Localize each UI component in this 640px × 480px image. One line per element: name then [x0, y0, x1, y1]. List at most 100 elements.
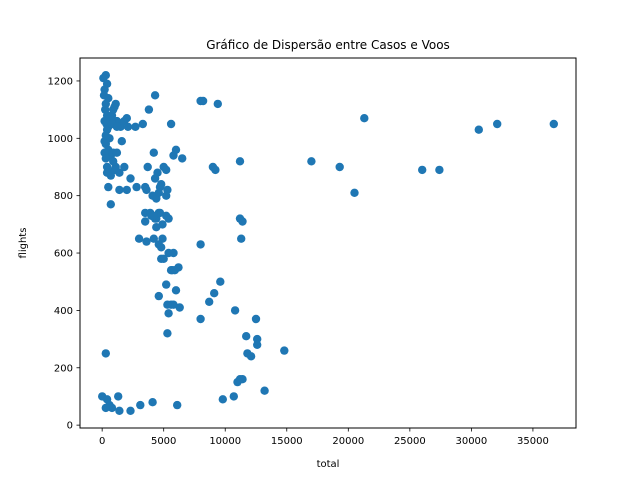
data-point: [126, 174, 135, 183]
data-point: [154, 188, 163, 197]
data-point: [132, 182, 141, 192]
data-point: [120, 162, 129, 172]
data-point: [142, 185, 151, 195]
x-tick-label: 10000: [209, 436, 241, 447]
data-point: [112, 148, 122, 157]
y-tick-label: 200: [54, 363, 73, 374]
plot-frame: [79, 57, 577, 429]
data-point: [218, 395, 227, 404]
x-tick-label: 5000: [151, 436, 176, 447]
data-point: [162, 211, 171, 220]
x-tick-label: 20000: [332, 436, 364, 447]
data-point: [253, 340, 262, 349]
data-point: [171, 145, 181, 154]
y-tick-label: 0: [67, 421, 73, 432]
data-point: [149, 234, 158, 243]
data-point: [246, 352, 256, 361]
data-point: [549, 119, 558, 129]
y-tick-label: 1200: [48, 76, 73, 87]
data-point: [157, 243, 166, 252]
data-point: [162, 165, 171, 175]
data-point: [211, 165, 220, 175]
x-tick-label: 15000: [271, 436, 303, 447]
data-point: [242, 332, 251, 341]
data-point: [115, 185, 124, 195]
data-point: [115, 406, 124, 415]
data-point: [235, 157, 245, 166]
data-point: [162, 280, 171, 289]
x-axis-label: total: [317, 459, 340, 470]
data-point: [229, 392, 238, 401]
data-point: [216, 277, 225, 286]
data-point: [150, 91, 160, 100]
data-point: [149, 211, 158, 220]
data-point: [173, 400, 182, 410]
data-point: [131, 122, 140, 131]
data-point: [134, 234, 144, 243]
y-axis-ticks: 0 200 400 600 800 1000 1200: [48, 76, 80, 432]
data-point: [101, 71, 111, 80]
data-point: [493, 119, 502, 129]
data-point: [164, 309, 173, 318]
data-point: [474, 125, 483, 134]
data-point: [435, 165, 444, 175]
data-point: [101, 349, 111, 358]
data-point: [163, 300, 172, 309]
data-point: [198, 96, 208, 106]
x-tick-label: 35000: [517, 436, 549, 447]
data-point: [175, 303, 184, 312]
data-point: [138, 119, 147, 129]
data-point: [162, 191, 171, 200]
data-point: [159, 254, 168, 263]
data-point: [102, 168, 112, 177]
data-point: [143, 162, 152, 172]
data-point: [238, 217, 247, 226]
y-tick-label: 600: [54, 249, 73, 260]
scatter-points: [98, 71, 558, 415]
data-point: [174, 263, 183, 272]
data-point: [101, 403, 111, 413]
data-point: [335, 162, 344, 172]
data-point: [350, 188, 359, 197]
data-point: [166, 119, 176, 129]
x-tick-label: 0: [99, 436, 105, 447]
data-point: [115, 168, 124, 177]
x-tick-label: 25000: [394, 436, 426, 447]
data-point: [154, 291, 163, 301]
data-point: [280, 346, 289, 355]
data-point: [196, 240, 205, 249]
y-tick-label: 400: [54, 306, 73, 317]
data-point: [142, 237, 151, 246]
data-point: [307, 157, 316, 166]
data-point: [123, 122, 133, 131]
data-point: [117, 137, 127, 146]
x-axis-ticks: 0 5000 10000 15000 20000 25000 30000 35000: [99, 428, 549, 447]
data-point: [169, 248, 178, 258]
data-point: [106, 200, 116, 209]
data-point: [235, 375, 245, 384]
data-point: [210, 289, 219, 298]
x-tick-label: 30000: [455, 436, 487, 447]
data-point: [150, 174, 160, 183]
data-point: [122, 114, 131, 123]
data-point: [111, 99, 120, 109]
data-point: [171, 286, 181, 295]
data-point: [251, 314, 261, 324]
chart-title: Gráfico de Dispersão entre Casos e Voos: [206, 38, 450, 52]
data-point: [360, 114, 369, 123]
data-point: [101, 154, 111, 163]
data-point: [136, 400, 145, 410]
y-tick-label: 1000: [48, 134, 73, 145]
y-tick-label: 800: [54, 191, 73, 202]
data-point: [149, 148, 158, 157]
data-point: [205, 297, 214, 306]
y-axis-label: flights: [18, 228, 29, 259]
data-point: [230, 306, 240, 315]
data-point: [101, 131, 111, 140]
data-point: [260, 386, 269, 395]
data-point: [237, 234, 246, 243]
data-point: [126, 406, 135, 415]
data-point: [418, 165, 427, 175]
